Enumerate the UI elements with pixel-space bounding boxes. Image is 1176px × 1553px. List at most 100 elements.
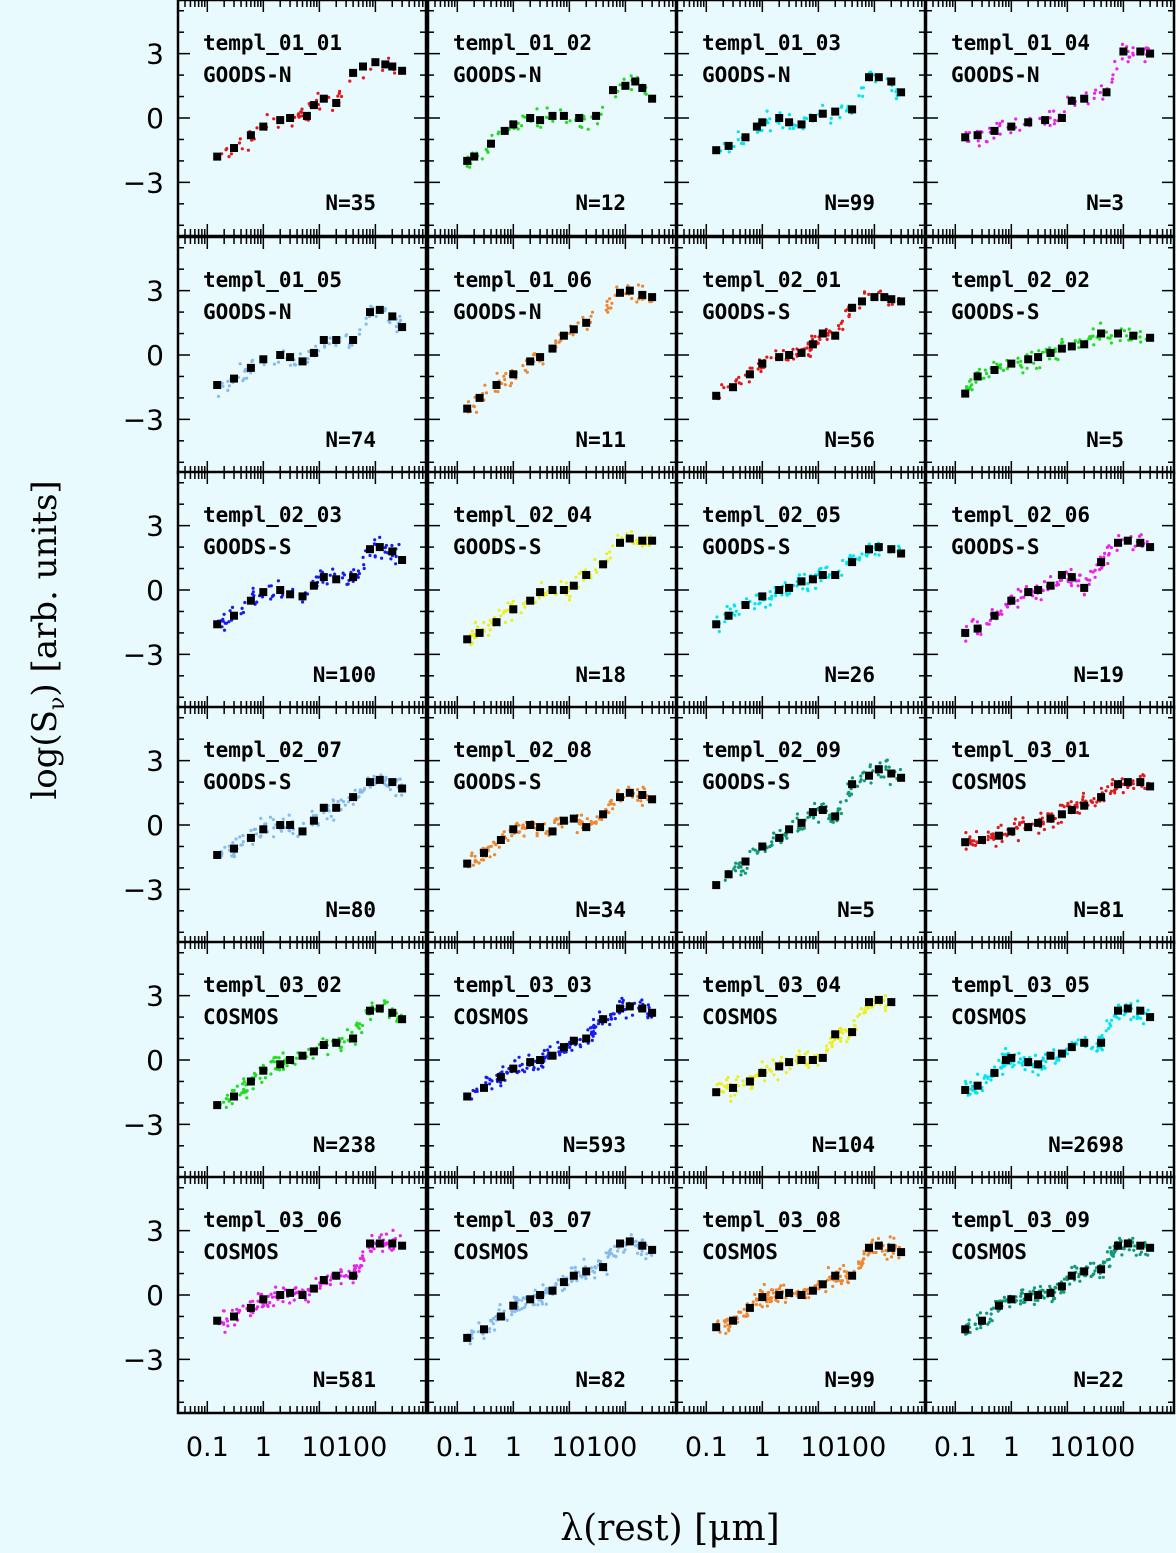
scatter-point bbox=[281, 1051, 285, 1055]
scatter-point bbox=[998, 124, 1002, 128]
template-point bbox=[286, 1056, 295, 1064]
scatter-point bbox=[1107, 1026, 1111, 1031]
template-point bbox=[1146, 333, 1155, 342]
scatter-point bbox=[487, 845, 491, 849]
scatter-point bbox=[638, 1000, 642, 1004]
scatter-point bbox=[601, 105, 605, 109]
scatter-point bbox=[343, 803, 347, 807]
scatter-point bbox=[1104, 330, 1108, 334]
scatter-point bbox=[828, 1041, 832, 1045]
scatter-point bbox=[1012, 822, 1017, 826]
scatter-point bbox=[499, 1084, 503, 1088]
scatter-point bbox=[1120, 57, 1124, 61]
scatter-point bbox=[238, 835, 242, 839]
scatter-point bbox=[738, 864, 742, 868]
scatter-point bbox=[839, 811, 844, 816]
scatter-point bbox=[1106, 561, 1110, 566]
scatter-point bbox=[1117, 534, 1121, 538]
scatter-point bbox=[608, 550, 612, 554]
template-series bbox=[961, 778, 1155, 847]
panel-templ_03_05: templ_03_05 COSMOS N=2698 bbox=[924, 940, 1176, 1180]
scatter-point bbox=[1056, 583, 1061, 587]
scatter-point bbox=[503, 609, 507, 613]
scatter-point bbox=[784, 591, 788, 595]
template-point bbox=[569, 814, 578, 823]
scatter-point bbox=[503, 383, 507, 387]
scatter-point bbox=[1113, 59, 1117, 64]
scatter-point bbox=[626, 284, 630, 288]
scatter-point bbox=[370, 1001, 374, 1005]
scatter-point bbox=[1139, 340, 1143, 344]
scatter-point bbox=[611, 807, 615, 811]
panel-field: GOODS-S bbox=[951, 535, 1040, 559]
scatter-point bbox=[224, 1105, 228, 1109]
template-point bbox=[961, 133, 970, 142]
template-point bbox=[1007, 359, 1016, 368]
scatter-point bbox=[1091, 334, 1095, 338]
y-tick-label: −3 bbox=[123, 873, 164, 906]
scatter-point bbox=[238, 1093, 242, 1097]
template-point bbox=[1067, 342, 1076, 351]
scatter-point bbox=[590, 1032, 594, 1036]
template-point bbox=[492, 618, 501, 627]
scatter-point bbox=[1145, 46, 1149, 50]
scatter-point bbox=[261, 1063, 265, 1067]
panel-templ_02_09: templ_02_09 GOODS-S N=5 bbox=[675, 705, 927, 945]
panel-background bbox=[178, 707, 426, 943]
scatter-point bbox=[1104, 1029, 1108, 1033]
scatter-point bbox=[990, 608, 994, 612]
template-series bbox=[213, 305, 407, 389]
template-point bbox=[848, 1028, 857, 1037]
panel-title: templ_03_05 bbox=[951, 973, 1090, 997]
scatter-point bbox=[736, 130, 740, 134]
template-point bbox=[775, 114, 784, 122]
panel-title: templ_01_03 bbox=[702, 31, 841, 55]
scatter-point bbox=[890, 89, 894, 93]
scatter-point bbox=[510, 834, 514, 838]
panel-n-label: N=238 bbox=[313, 1133, 376, 1157]
scatter-point bbox=[991, 832, 995, 836]
template-point bbox=[548, 586, 557, 594]
scatter-point bbox=[803, 116, 807, 120]
scatter-point bbox=[469, 854, 474, 858]
scatter-point bbox=[610, 301, 614, 305]
scatter-point bbox=[769, 356, 773, 360]
scatter-point bbox=[723, 620, 727, 624]
template-point bbox=[758, 359, 767, 368]
scatter-point bbox=[517, 830, 522, 834]
scatter-point bbox=[592, 1026, 596, 1030]
scatter-point bbox=[786, 358, 790, 362]
scatter-point bbox=[325, 582, 329, 586]
scatter-point bbox=[490, 1087, 494, 1091]
scatter-point bbox=[500, 1070, 504, 1074]
scatter-point bbox=[473, 620, 477, 625]
scatter-point bbox=[814, 586, 818, 591]
scatter-point bbox=[483, 383, 487, 387]
scatter-point bbox=[977, 144, 981, 148]
template-point bbox=[1080, 94, 1089, 103]
scatter-point bbox=[1109, 789, 1113, 794]
scatter-point bbox=[1030, 350, 1034, 354]
scatter-point bbox=[1031, 1070, 1035, 1074]
panel-n-label: N=2698 bbox=[1048, 1133, 1124, 1157]
scatter-point bbox=[358, 790, 362, 794]
scatter-point bbox=[857, 558, 861, 562]
scatter-point bbox=[980, 1089, 985, 1093]
template-point bbox=[785, 351, 794, 359]
scatter-point bbox=[768, 603, 772, 607]
scatter-point bbox=[722, 386, 726, 390]
scatter-point bbox=[582, 578, 586, 583]
scatter-point bbox=[867, 292, 871, 296]
template-point bbox=[785, 583, 794, 592]
scatter-point bbox=[819, 579, 823, 583]
template-point bbox=[712, 391, 721, 400]
scatter-point bbox=[609, 798, 614, 803]
template-point bbox=[381, 60, 390, 69]
template-point bbox=[961, 838, 970, 847]
template-point bbox=[874, 543, 883, 552]
scatter-point bbox=[388, 788, 392, 792]
scatter-point bbox=[1034, 596, 1038, 601]
template-point bbox=[616, 1004, 624, 1013]
scatter-point bbox=[470, 629, 474, 633]
scatter-point bbox=[986, 838, 990, 842]
